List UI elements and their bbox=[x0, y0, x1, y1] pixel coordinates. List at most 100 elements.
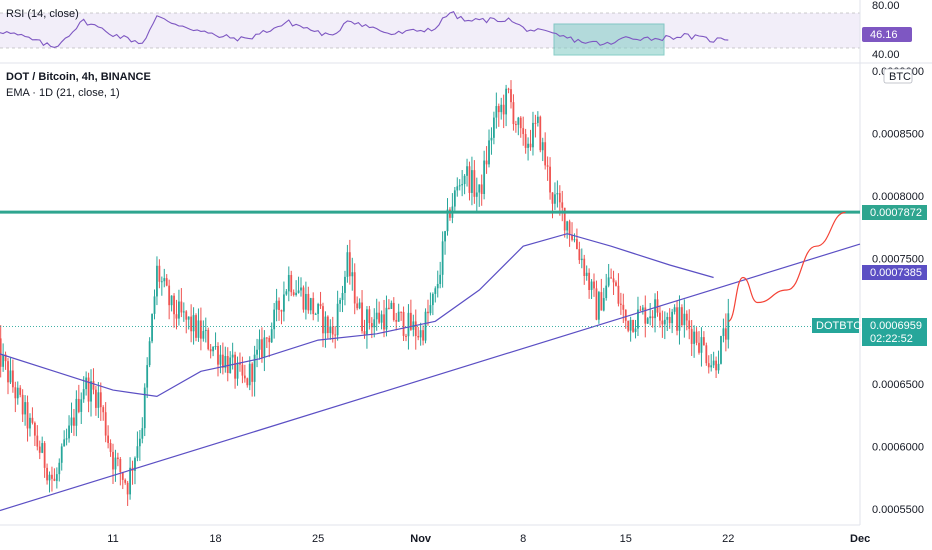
candle-body bbox=[341, 292, 344, 300]
candle-body bbox=[712, 360, 715, 366]
time-axis[interactable]: 11 18 25 Nov 8 15 22 Dec bbox=[107, 533, 870, 545]
candle-body bbox=[36, 435, 39, 447]
candle-body bbox=[490, 137, 493, 141]
candle-body bbox=[287, 274, 290, 292]
candle-body bbox=[29, 417, 31, 429]
candle-body bbox=[695, 331, 698, 343]
candle-body bbox=[324, 316, 327, 334]
candle-body bbox=[527, 143, 529, 148]
candle-body bbox=[73, 417, 75, 426]
candle-body bbox=[597, 292, 600, 320]
candle-body bbox=[390, 302, 393, 309]
candle-body bbox=[409, 312, 412, 330]
candle-body bbox=[290, 274, 293, 293]
rsi-level-lower: 40.00 bbox=[872, 49, 900, 61]
candle-body bbox=[444, 231, 446, 242]
trendline-badge-text: 0.0007385 bbox=[870, 267, 922, 279]
rsi-title: RSI (14, close) bbox=[6, 8, 79, 20]
rsi-value-badge bbox=[862, 27, 912, 42]
candle-body bbox=[92, 381, 95, 390]
candle-body bbox=[715, 360, 717, 371]
candle-body bbox=[212, 346, 215, 352]
candle-body bbox=[114, 457, 117, 470]
candle-body bbox=[617, 285, 620, 304]
candle-body bbox=[273, 309, 276, 330]
candle-body bbox=[156, 265, 158, 297]
candle-body bbox=[297, 290, 300, 293]
candle-body bbox=[304, 293, 307, 310]
candle-body bbox=[702, 337, 705, 346]
candle-body bbox=[41, 443, 44, 453]
candle-body bbox=[224, 356, 227, 368]
trendline[interactable] bbox=[0, 243, 861, 512]
candle-body bbox=[556, 193, 559, 195]
candle-body bbox=[610, 277, 612, 279]
rsi-value: 46.16 bbox=[870, 29, 898, 41]
candle-body bbox=[724, 328, 727, 340]
candle-body bbox=[136, 446, 139, 458]
candle-body bbox=[595, 288, 598, 320]
candle-body bbox=[265, 337, 268, 339]
candle-body bbox=[563, 207, 566, 231]
candle-body bbox=[659, 312, 661, 321]
candle-body bbox=[554, 194, 556, 204]
candle-body bbox=[178, 301, 180, 319]
rsi-level-upper: 80.00 bbox=[872, 0, 900, 12]
candle-body bbox=[197, 320, 200, 338]
candle-body bbox=[99, 392, 102, 408]
candle-body bbox=[505, 88, 508, 115]
candle-body bbox=[53, 478, 56, 481]
price-tick-label: 0.0007500 bbox=[872, 254, 924, 266]
candle-body bbox=[348, 252, 351, 277]
candle-body bbox=[500, 104, 503, 113]
candle-body bbox=[590, 281, 593, 290]
candle-body bbox=[346, 252, 349, 277]
candle-body bbox=[55, 474, 58, 481]
candle-body bbox=[473, 170, 476, 197]
candle-body bbox=[392, 302, 395, 320]
candle-body bbox=[190, 316, 193, 332]
candle-body bbox=[707, 363, 710, 368]
candle-body bbox=[138, 438, 141, 447]
candle-body bbox=[480, 184, 483, 194]
candle-body bbox=[649, 316, 652, 319]
candle-body bbox=[307, 293, 310, 311]
ema-title[interactable]: EMA · 1D (21, close, 1) bbox=[6, 87, 120, 99]
candle-body bbox=[488, 140, 490, 165]
time-tick-label: 25 bbox=[312, 533, 324, 545]
candle-body bbox=[107, 435, 110, 444]
candle-body bbox=[429, 305, 432, 314]
symbol-title[interactable]: DOT / Bitcoin, 4h, BINANCE bbox=[6, 71, 151, 83]
candle-body bbox=[441, 241, 444, 275]
candle-body bbox=[417, 336, 420, 338]
candle-body bbox=[236, 362, 239, 379]
candle-body bbox=[70, 417, 73, 426]
projection-path[interactable] bbox=[727, 211, 846, 322]
candle-body bbox=[314, 313, 317, 315]
candle-body bbox=[727, 313, 730, 340]
candle-body bbox=[461, 184, 464, 186]
time-tick-label: 11 bbox=[107, 533, 118, 545]
candle-body bbox=[153, 296, 156, 314]
candle-body bbox=[75, 398, 78, 426]
candle-body bbox=[112, 451, 114, 470]
candle-body bbox=[268, 337, 271, 343]
candle-body bbox=[615, 282, 617, 286]
candle-body bbox=[312, 298, 315, 314]
candle-body bbox=[671, 311, 674, 324]
rsi-highlight-box[interactable] bbox=[553, 23, 665, 56]
candle-body bbox=[541, 142, 544, 151]
price-axis[interactable]: 0.00090000.00085000.00080000.00075000.00… bbox=[872, 66, 924, 516]
candle-body bbox=[644, 307, 647, 324]
candle-body bbox=[502, 104, 505, 115]
candle-body bbox=[143, 387, 146, 429]
candle-body bbox=[493, 117, 495, 138]
candle-body bbox=[524, 134, 527, 148]
candle-body bbox=[414, 321, 417, 337]
candle-body bbox=[407, 312, 410, 337]
candle-body bbox=[514, 124, 517, 126]
symbol-badge-text: DOTBTC bbox=[816, 320, 861, 332]
candle-body bbox=[397, 311, 400, 322]
candle-body bbox=[77, 398, 80, 412]
